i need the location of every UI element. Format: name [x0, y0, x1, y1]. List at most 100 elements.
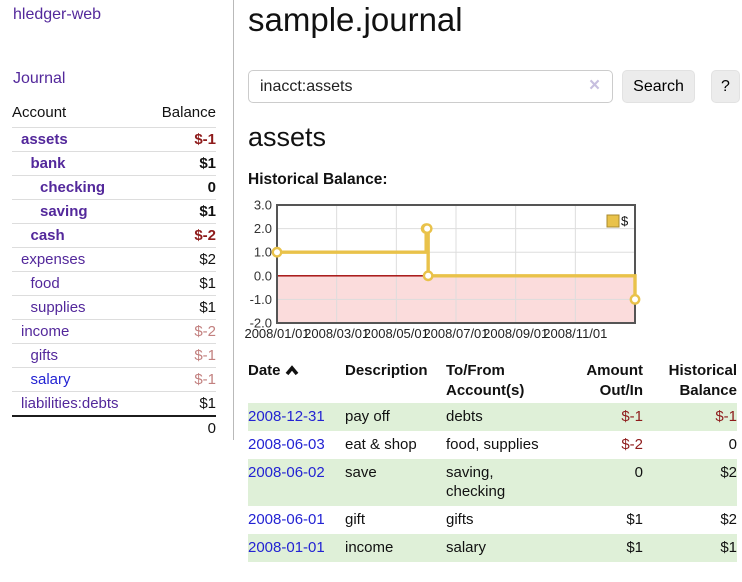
register-col-amount: Amount Out/In: [586, 362, 643, 399]
account-link[interactable]: liabilities:debts: [21, 395, 119, 412]
app-title-link[interactable]: hledger-web: [13, 6, 102, 23]
accounts-header-row: Account Balance: [12, 101, 216, 128]
svg-text:0.0: 0.0: [254, 268, 272, 283]
account-balance: $1: [147, 151, 216, 176]
svg-text:2008/01/01: 2008/01/01: [244, 326, 309, 341]
account-link[interactable]: cash: [30, 227, 65, 244]
transaction-balance: $-1: [715, 408, 737, 425]
balance-chart: $3.0 2.0 1.0 0.0 -1.0 -2.02008/01/012008/03/0…: [244, 198, 641, 341]
svg-text:2.0: 2.0: [254, 221, 272, 236]
search-help-button[interactable]: ?: [711, 70, 740, 103]
search-clear-icon[interactable]: ×: [589, 75, 601, 96]
accounts-total-spacer: [12, 415, 148, 440]
account-link[interactable]: gifts: [30, 347, 59, 364]
account-balance: $1: [147, 295, 216, 320]
svg-text:2008/11/01: 2008/11/01: [543, 326, 607, 341]
plot-border: [276, 204, 636, 324]
transaction-accounts: saving, checking: [446, 464, 506, 500]
account-row: bank $1: [12, 151, 216, 176]
account-row: liabilities:debts $1: [12, 391, 216, 416]
transaction-accounts: debts: [446, 408, 483, 425]
accounts-col-account: Account: [12, 104, 67, 121]
account-link[interactable]: supplies: [30, 299, 86, 316]
account-balance: $-2: [147, 319, 216, 344]
account-balance: $2: [147, 247, 216, 272]
account-link[interactable]: bank: [30, 155, 66, 172]
search-row: × Search ?: [248, 70, 742, 103]
nav-journal-link[interactable]: Journal: [13, 70, 66, 87]
transaction-accounts: gifts: [446, 511, 474, 528]
account-row: saving $1: [12, 199, 216, 224]
account-row: expenses $2: [12, 247, 216, 272]
svg-text:-2.0: -2.0: [250, 316, 272, 331]
account-balance: $-2: [147, 223, 216, 248]
transaction-balance: $1: [720, 539, 737, 556]
svg-text:-1.0: -1.0: [250, 292, 272, 307]
data-point-marker: [271, 246, 283, 258]
svg-text:3.0: 3.0: [254, 198, 272, 213]
account-link[interactable]: assets: [21, 131, 68, 148]
register-col-balance: Historical Balance: [668, 362, 737, 399]
account-balance: $1: [147, 271, 216, 296]
account-row: assets $-1: [12, 127, 216, 152]
register-row: 2008-06-02 save saving, checking 0 $2: [248, 459, 737, 506]
transaction-date-link[interactable]: 2008-06-02: [248, 464, 325, 481]
account-balance: $-1: [147, 127, 216, 152]
svg-text:1.0: 1.0: [254, 245, 272, 260]
accounts-tbody: assets $-1 bank $1 checking 0 saving $1 cash $-2 e…: [12, 127, 216, 416]
register-row: 2008-01-01 income salary $1 $1: [248, 534, 737, 562]
transaction-balance: 0: [728, 436, 737, 453]
svg-text:2008/03/01: 2008/03/01: [304, 326, 369, 341]
transaction-date-link[interactable]: 2008-01-01: [248, 539, 325, 556]
search-input[interactable]: [248, 70, 613, 103]
register-col-date-label: Date: [248, 362, 281, 379]
account-balance: $-1: [147, 367, 216, 392]
register-row: 2008-06-01 gift gifts $1 $2: [248, 506, 737, 534]
register-tbody: 2008-12-31 pay off debts $-1 $-1 2008-06-03 ea…: [248, 403, 737, 562]
y-axis-labels: 3.0 2.0 1.0 0.0 -1.0 -2.0: [250, 198, 272, 331]
register-col-date[interactable]: Date: [248, 359, 345, 403]
svg-text:2008/09/01: 2008/09/01: [483, 326, 548, 341]
transaction-amount: $-2: [621, 436, 643, 453]
search-button[interactable]: Search: [622, 70, 695, 103]
register-col-accounts: To/From Account(s): [446, 362, 525, 399]
account-balance: $1: [147, 199, 216, 224]
transaction-description: gift: [345, 511, 366, 528]
account-balance: $-1: [147, 343, 216, 368]
transaction-date-link[interactable]: 2008-12-31: [248, 408, 325, 425]
account-link[interactable]: food: [30, 275, 60, 292]
account-link[interactable]: expenses: [21, 251, 86, 268]
transaction-amount: $1: [626, 539, 643, 556]
data-point-marker: [421, 223, 433, 235]
transaction-date-link[interactable]: 2008-06-01: [248, 511, 325, 528]
chart-legend: $: [606, 214, 629, 229]
x-axis-labels: 2008/01/012008/03/012008/05/012008/07/01…: [244, 326, 607, 341]
svg-text:2008/07/01: 2008/07/01: [423, 326, 488, 341]
sidebar: hledger-web Journal Account Balance asse…: [0, 0, 234, 440]
account-link[interactable]: saving: [40, 203, 88, 220]
account-link[interactable]: checking: [40, 179, 106, 196]
account-row: gifts $-1: [12, 343, 216, 368]
transaction-accounts: salary: [446, 539, 487, 556]
account-row: cash $-2: [12, 223, 216, 248]
data-point-marker: [629, 294, 641, 305]
transaction-balance: $2: [720, 464, 737, 481]
account-link[interactable]: salary: [30, 371, 71, 388]
data-point-marker: [422, 270, 434, 282]
transaction-balance: $2: [720, 511, 737, 528]
page-title: sample.journal: [248, 1, 463, 38]
account-link[interactable]: income: [21, 323, 70, 340]
accounts-total-row: 0: [12, 415, 216, 440]
account-row: food $1: [12, 271, 216, 296]
account-heading: assets: [248, 122, 327, 152]
transaction-amount: 0: [634, 464, 643, 481]
register-col-description: Description: [345, 362, 428, 379]
register-table: Date Description To/From Account(s) Amou…: [248, 359, 737, 562]
transaction-description: income: [345, 539, 394, 556]
svg-text:2008/05/01: 2008/05/01: [364, 326, 429, 341]
transaction-amount: $-1: [621, 408, 643, 425]
register-header-row: Date Description To/From Account(s) Amou…: [248, 359, 737, 403]
sort-ascending-icon: [285, 362, 299, 382]
accounts-table: Account Balance assets $-1 bank $1 checking 0…: [12, 101, 216, 440]
transaction-date-link[interactable]: 2008-06-03: [248, 436, 325, 453]
